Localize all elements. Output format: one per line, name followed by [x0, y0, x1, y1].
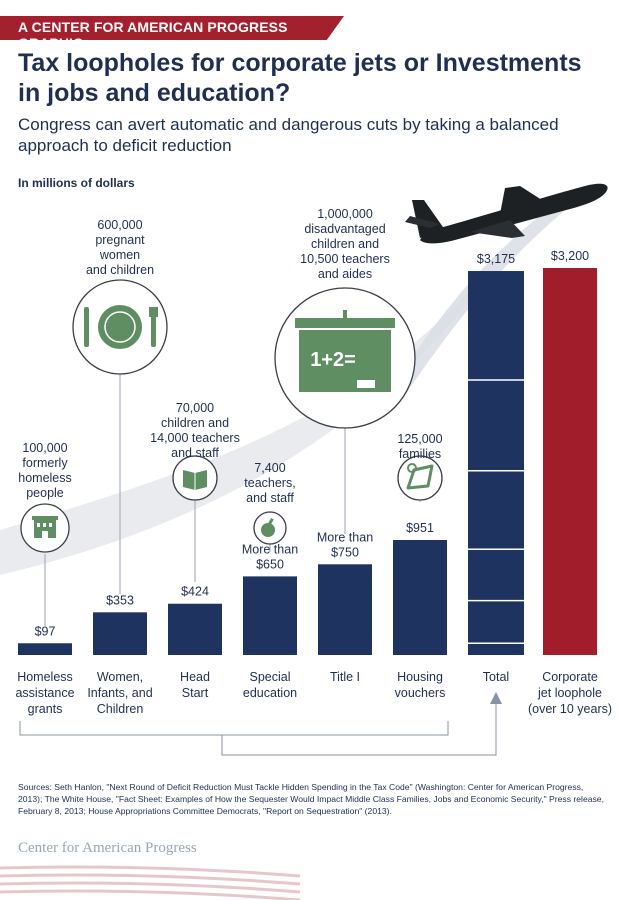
page-subtitle: Congress can avert automatic and dangero…: [18, 115, 559, 155]
category-label-3: Special education: [243, 670, 297, 700]
keys-icon: [397, 455, 443, 501]
flag-stripes-decoration: [0, 865, 301, 900]
category-label-0: Homeless assistance grants: [15, 670, 74, 716]
category-label-6: Total: [483, 670, 509, 684]
annotation-0: 100,000 formerly homeless people: [18, 441, 72, 500]
category-label-5: Housing vouchers: [395, 670, 446, 700]
sum-arrow-line: [221, 700, 497, 756]
bar-4: [318, 564, 372, 655]
annotation-4: 1,000,000 disadvantaged children and 10,500…: [300, 207, 390, 281]
bar-7: [543, 268, 597, 655]
flight-path-decoration: [395, 190, 590, 395]
chalkboard-text: 1+2=: [310, 349, 356, 371]
bar-chart: $97 Homeless assistance grants $353 Women, Inf…: [0, 183, 612, 756]
category-label-4: Title I: [330, 670, 360, 684]
value-label-7: $3,200: [551, 249, 589, 263]
bar-5: [393, 539, 447, 655]
annotation-5: 125,000 families: [397, 432, 442, 461]
annotation-3: 7,400 teachers, and staff: [244, 461, 295, 505]
category-label-1: Women, Infants, and Children: [87, 670, 152, 716]
airplane-icon: [405, 183, 608, 244]
category-label-7: Corporate jet loophole (over 10 years): [528, 670, 612, 716]
group-bracket: [19, 721, 449, 736]
value-label-1: $353: [106, 593, 134, 607]
annotation-2: 70,000 children and 14,000 teachers and sta…: [150, 401, 240, 460]
swoosh-decoration: [0, 270, 495, 575]
bar-total: [468, 271, 524, 655]
category-label-2: Head Start: [180, 670, 210, 700]
value-label-2: $424: [181, 585, 209, 599]
chalkboard-icon: 1+2=: [274, 287, 416, 429]
bar-1: [93, 612, 147, 655]
cap-logo: Center for American Progress: [18, 840, 197, 856]
value-label-5: $951: [406, 521, 434, 535]
book-icon: [172, 455, 218, 501]
unit-label: In millions of dollars: [18, 176, 135, 190]
bar-3: [243, 576, 297, 655]
value-label-4: More than $750: [317, 530, 373, 559]
value-label-0: $97: [35, 624, 56, 638]
value-label-6: $3,175: [477, 252, 515, 266]
bar-0: [18, 643, 72, 655]
page-title: Tax loopholes for corporate jets or Inve…: [18, 49, 582, 107]
header-banner: A CENTER FOR AMERICAN PROGRESS GRAPHIC: [0, 16, 344, 40]
banner-text: A CENTER FOR AMERICAN PROGRESS GRAPHIC: [18, 19, 288, 51]
building-icon: [20, 503, 70, 553]
bar-2: [168, 603, 222, 655]
sources-note: Sources: Seth Hanlon, "Next Round of Def…: [18, 782, 604, 816]
apple-icon: [253, 511, 287, 545]
plate-icon: [72, 279, 168, 375]
annotation-1: 600,000 pregnant women and children: [86, 218, 154, 277]
arrow-head: [490, 692, 502, 704]
